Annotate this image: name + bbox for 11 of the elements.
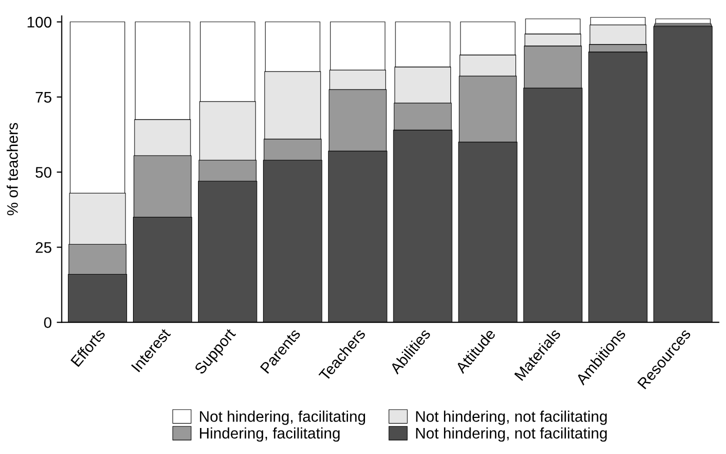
y-tick-label: 50 xyxy=(36,166,52,178)
y-tick-label: 25 xyxy=(36,242,52,253)
legend-label: Hindering, facilitating xyxy=(200,427,340,442)
legend-label: Not hindering, not facilitating xyxy=(416,427,607,442)
legend-label: Not hindering, not facilitating xyxy=(416,410,607,425)
y-tick-label: 0 xyxy=(44,317,52,328)
y-axis-title: % of teachers xyxy=(6,122,18,216)
y-tick-label: 75 xyxy=(36,92,52,103)
bar xyxy=(655,18,711,24)
legend-label: Not hindering, facilitating xyxy=(200,410,366,425)
y-tick-label: 100 xyxy=(28,16,52,28)
